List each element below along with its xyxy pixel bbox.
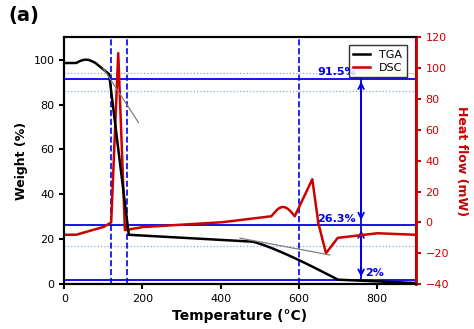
- X-axis label: Temperature (°C): Temperature (°C): [173, 310, 308, 323]
- Y-axis label: Weight (%): Weight (%): [15, 122, 28, 200]
- Text: 26.3%: 26.3%: [318, 214, 356, 224]
- Y-axis label: Heat flow (mW): Heat flow (mW): [456, 106, 468, 216]
- Text: 91.5%: 91.5%: [318, 67, 356, 77]
- Legend: TGA, DSC: TGA, DSC: [349, 45, 407, 77]
- Text: 2%: 2%: [365, 268, 384, 278]
- Text: (a): (a): [8, 6, 39, 25]
